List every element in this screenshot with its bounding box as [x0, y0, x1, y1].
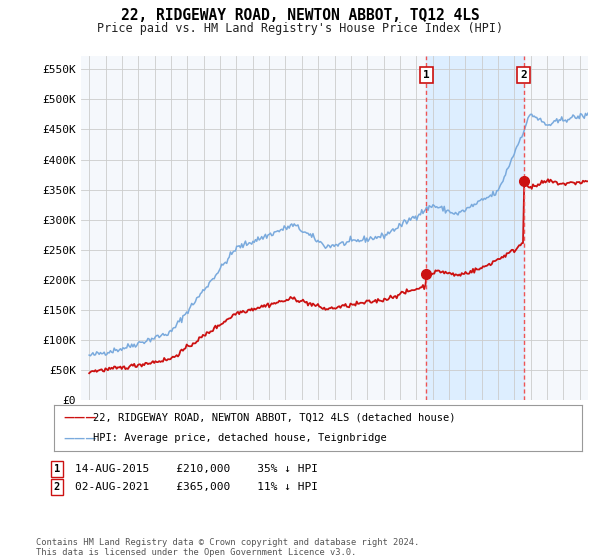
- Text: ———: ———: [63, 412, 97, 422]
- Text: 2: 2: [521, 69, 527, 80]
- Text: 02-AUG-2021    £365,000    11% ↓ HPI: 02-AUG-2021 £365,000 11% ↓ HPI: [75, 482, 318, 492]
- Text: 14-AUG-2015    £210,000    35% ↓ HPI: 14-AUG-2015 £210,000 35% ↓ HPI: [75, 464, 318, 474]
- Text: Contains HM Land Registry data © Crown copyright and database right 2024.
This d: Contains HM Land Registry data © Crown c…: [36, 538, 419, 557]
- Text: ———: ———: [63, 433, 97, 444]
- Text: HPI: Average price, detached house, Teignbridge: HPI: Average price, detached house, Teig…: [93, 433, 387, 444]
- Text: 1: 1: [54, 464, 60, 474]
- Bar: [427, 56, 524, 400]
- Text: 1: 1: [423, 69, 430, 80]
- Text: Price paid vs. HM Land Registry's House Price Index (HPI): Price paid vs. HM Land Registry's House …: [97, 22, 503, 35]
- Text: 22, RIDGEWAY ROAD, NEWTON ABBOT, TQ12 4LS (detached house): 22, RIDGEWAY ROAD, NEWTON ABBOT, TQ12 4L…: [93, 412, 455, 422]
- Text: 22, RIDGEWAY ROAD, NEWTON ABBOT, TQ12 4LS: 22, RIDGEWAY ROAD, NEWTON ABBOT, TQ12 4L…: [121, 8, 479, 24]
- Text: 2: 2: [54, 482, 60, 492]
